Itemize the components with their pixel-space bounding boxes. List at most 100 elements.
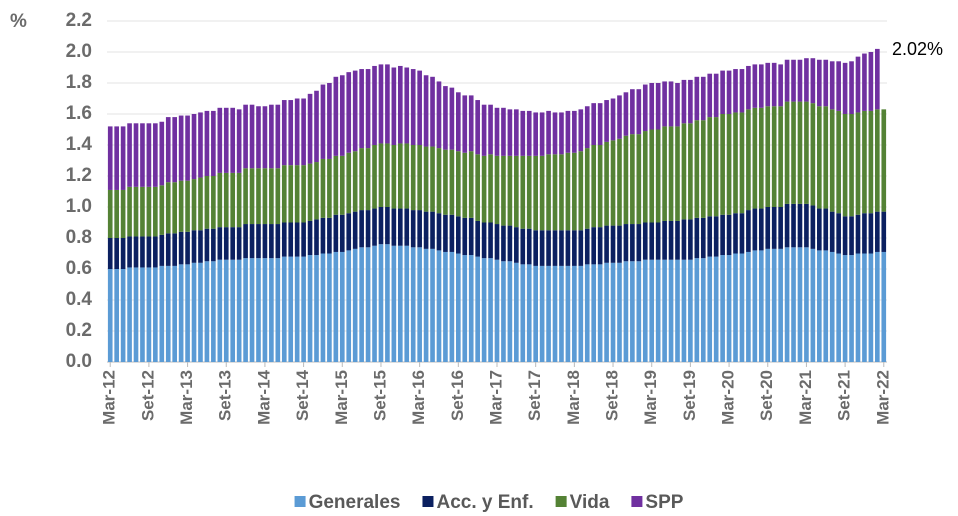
bar-segment <box>881 251 887 362</box>
legend-label: Generales <box>309 492 401 513</box>
bar-segment <box>327 83 332 159</box>
bar-segment <box>269 168 274 225</box>
bar-segment <box>430 146 435 212</box>
bar-segment <box>810 248 816 362</box>
bar-segment <box>275 258 281 362</box>
y-tick-label: 1.2 <box>66 165 92 186</box>
bar-segment <box>423 75 429 147</box>
bar-segment <box>842 255 848 362</box>
bar-segment <box>449 214 455 252</box>
bar-segment <box>765 62 771 107</box>
bar-segment <box>320 217 326 254</box>
bar-segment <box>488 154 493 223</box>
bar-segment <box>816 106 822 209</box>
bar-segment <box>397 65 403 144</box>
bar-segment <box>385 64 390 144</box>
bar-segment <box>243 224 248 259</box>
bar-segment <box>855 112 861 215</box>
bar-segment <box>642 131 648 223</box>
bar-segment <box>249 258 255 362</box>
bar-segment <box>114 126 119 190</box>
bar-segment <box>849 216 854 256</box>
bar-segment <box>559 265 564 362</box>
x-tick-label: Set-15 <box>370 370 389 421</box>
bar-segment <box>771 106 777 207</box>
bar-segment <box>681 259 687 362</box>
bar-segment <box>804 203 809 248</box>
bar-segment <box>739 213 745 254</box>
bar-segment <box>307 255 313 362</box>
bar-segment <box>726 255 732 362</box>
bar-segment <box>165 182 171 234</box>
bar-segment <box>668 220 674 260</box>
bar-segment <box>520 264 526 362</box>
bar-segment <box>140 236 145 268</box>
bar-segment <box>178 231 184 265</box>
bar-segment <box>623 261 629 362</box>
bar-segment <box>758 208 764 251</box>
bar-segment <box>494 224 500 260</box>
x-tick-label: Mar-22 <box>873 370 892 425</box>
bar-segment <box>694 217 700 259</box>
bar-segment <box>559 154 564 231</box>
bar-segment <box>507 155 513 226</box>
bar-segment <box>829 61 835 110</box>
bar-segment <box>449 149 455 215</box>
bar-segment <box>178 115 184 181</box>
bar-segment <box>630 89 635 135</box>
bar-segment <box>172 233 178 266</box>
bar-segment <box>875 109 880 212</box>
bar-segment <box>333 155 339 215</box>
bar-segment <box>565 110 571 153</box>
bar-segment <box>636 261 642 362</box>
bar-segment <box>662 259 667 362</box>
bar-segment <box>849 255 854 362</box>
bar-segment <box>681 219 687 260</box>
bar-segment <box>868 253 874 362</box>
bar-segment <box>443 214 448 252</box>
bar-segment <box>359 148 364 211</box>
bar-segment <box>746 65 751 110</box>
y-tick-label: 2.0 <box>66 41 92 62</box>
bar-segment <box>610 262 616 362</box>
x-tick-label: Set-21 <box>835 370 854 421</box>
bar-segment <box>249 168 255 225</box>
bar-segment <box>642 84 648 132</box>
bar-segment <box>584 264 590 362</box>
bar-segment <box>301 256 306 362</box>
bar-segment <box>539 112 545 156</box>
bar-segment <box>391 208 397 246</box>
bar-segment <box>410 69 416 145</box>
bar-segment <box>662 126 667 221</box>
bar-segment <box>172 117 178 183</box>
bar-segment <box>275 104 281 169</box>
bar-segment <box>829 211 835 252</box>
bar-segment <box>294 98 300 166</box>
bar-segment <box>707 256 713 362</box>
bar-segment <box>604 225 609 263</box>
bar-segment <box>797 101 803 204</box>
bar-segment <box>475 256 480 362</box>
bar-segment <box>397 143 403 209</box>
bar-segment <box>314 162 319 220</box>
bar-segment <box>636 224 642 262</box>
bar-segment <box>146 123 152 187</box>
bar-segment <box>230 172 236 228</box>
bar-segment <box>346 250 352 362</box>
bar-segment <box>804 101 809 204</box>
x-tick-label: Set-19 <box>680 370 699 421</box>
bar-segment <box>269 224 274 259</box>
bar-segment <box>501 107 506 156</box>
bar-segment <box>281 256 287 362</box>
bar-segment <box>597 103 603 145</box>
bar-segment <box>501 225 506 262</box>
y-tick-label: 2.2 <box>66 10 92 31</box>
bar-segment <box>256 168 261 225</box>
bar-segment <box>739 253 745 362</box>
bar-segment <box>546 110 551 155</box>
bar-segment <box>559 230 564 266</box>
legend-label: Vida <box>570 492 610 513</box>
bar-segment <box>256 106 261 169</box>
bar-segment <box>178 180 184 232</box>
bar-segment <box>185 264 190 362</box>
